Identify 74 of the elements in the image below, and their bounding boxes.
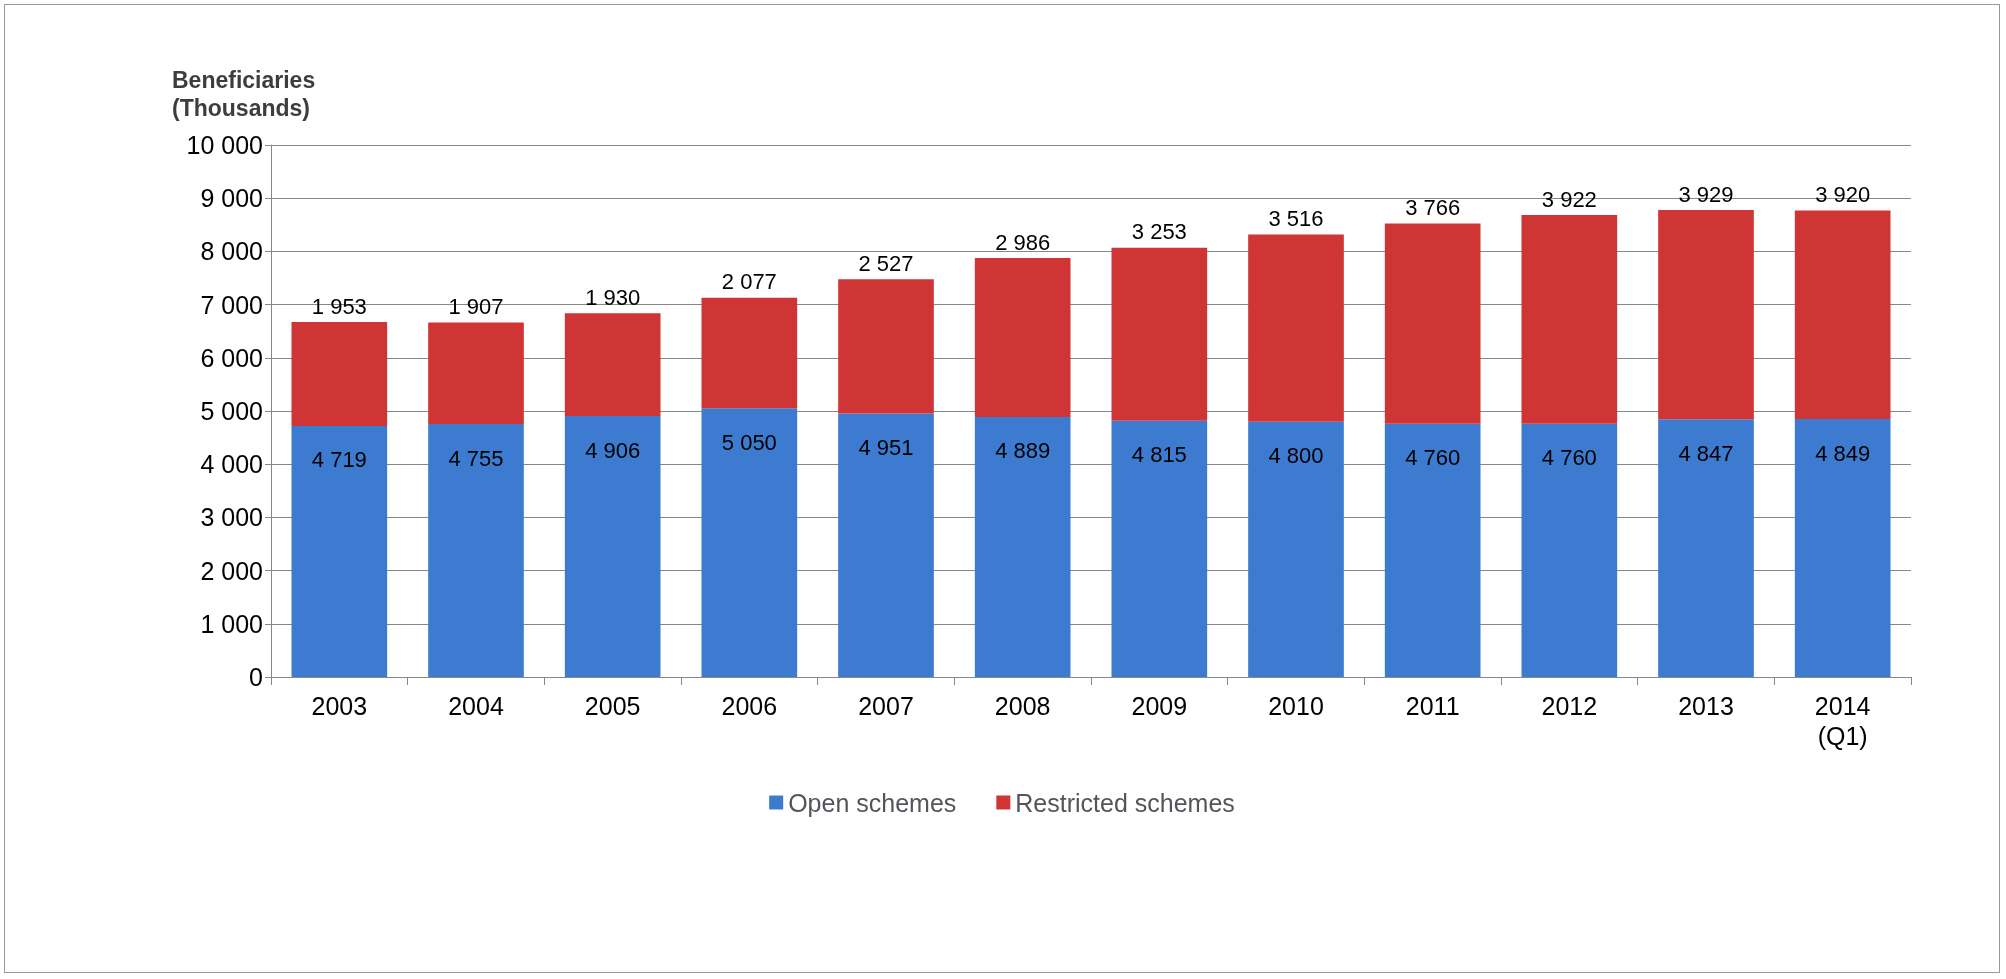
bar: [1794, 419, 1891, 677]
bar: [1658, 419, 1754, 677]
data-label: 3 766: [1405, 194, 1461, 220]
bar: [974, 416, 1071, 677]
bar: [1794, 210, 1891, 420]
x-tick-label: 2014 (Q1): [1814, 692, 1871, 750]
data-label: 4 889: [995, 438, 1051, 464]
y-tick-label: 1 000: [200, 609, 263, 638]
x-tick-label: 2007: [858, 692, 914, 720]
bar: [428, 322, 524, 425]
x-tick-label: 2003: [311, 692, 368, 720]
bar: [1658, 210, 1754, 420]
bar: [1248, 234, 1344, 422]
y-tick-label: 7 000: [200, 290, 263, 319]
data-label: 2 527: [858, 250, 914, 276]
bar: [1384, 423, 1481, 677]
bar: [1111, 247, 1208, 421]
legend-label: Restricted schemes: [1015, 788, 1235, 817]
bar: [701, 297, 798, 409]
data-label: 1 953: [311, 293, 367, 319]
x-tick-label: 2008: [994, 692, 1051, 720]
y-tick-label: 10 000: [186, 131, 263, 159]
data-label: 1 930: [585, 284, 641, 310]
y-tick-label: 2 000: [200, 556, 263, 585]
bar: [428, 424, 524, 677]
data-label: 2 077: [721, 269, 777, 295]
legend-label: Open schemes: [788, 788, 957, 817]
data-label: 2 986: [995, 229, 1051, 255]
bar: [838, 279, 934, 414]
y-tick-label: 0: [249, 663, 263, 691]
data-label: 4 719: [311, 447, 367, 473]
bar: [1521, 215, 1618, 424]
data-label: 4 906: [585, 437, 641, 463]
x-tick-label: 2013: [1678, 692, 1734, 720]
bar: [974, 258, 1071, 417]
y-axis-title: Beneficiaries (Thousands): [172, 67, 316, 121]
x-tick-label: 2005: [584, 692, 641, 720]
data-label: 4 849: [1815, 440, 1871, 466]
x-tick-label: 2009: [1131, 692, 1188, 720]
data-label: 1 907: [448, 294, 504, 320]
y-tick-label: 5 000: [200, 397, 263, 425]
bar: [291, 425, 388, 677]
bar: [564, 313, 661, 416]
y-tick-label: 6 000: [200, 343, 263, 372]
bar: [838, 413, 934, 677]
bar: [1248, 421, 1344, 677]
y-tick-label: 9 000: [200, 184, 263, 213]
data-label: 4 951: [858, 435, 914, 461]
data-label: 3 253: [1131, 219, 1187, 245]
y-tick-label: 3 000: [200, 503, 263, 532]
x-tick-label: 2004: [448, 692, 504, 720]
bar: [1111, 420, 1208, 677]
data-label: 4 760: [1541, 445, 1597, 471]
y-tick-label: 4 000: [200, 450, 263, 479]
data-label: 4 815: [1131, 442, 1187, 468]
data-label: 3 516: [1268, 206, 1324, 232]
data-label: 4 847: [1678, 440, 1734, 466]
bar: [1521, 423, 1618, 677]
bar: [291, 322, 388, 426]
x-tick-label: 2011: [1405, 692, 1460, 720]
bar: [564, 416, 661, 677]
x-tick-label: 2006: [721, 692, 778, 720]
data-label: 3 922: [1541, 186, 1597, 212]
data-label: 4 760: [1405, 445, 1461, 471]
bar: [701, 408, 798, 677]
y-tick-label: 8 000: [200, 237, 263, 266]
bar: [1384, 223, 1481, 424]
data-label: 4 755: [448, 445, 504, 471]
x-tick-label: 2012: [1541, 692, 1598, 720]
data-label: 3 920: [1815, 181, 1871, 207]
data-label: 3 929: [1678, 181, 1734, 207]
data-label: 4 800: [1268, 443, 1324, 469]
data-label: 5 050: [721, 429, 777, 455]
x-tick-label: 2010: [1268, 692, 1324, 720]
